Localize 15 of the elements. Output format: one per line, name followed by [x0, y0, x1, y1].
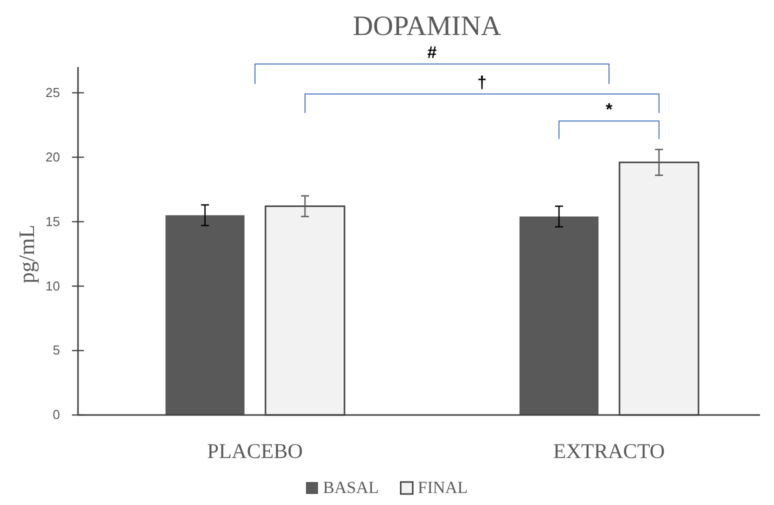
- text: #: [427, 43, 438, 62]
- y-tick-label: 20: [46, 149, 60, 164]
- annotation: *: [606, 100, 613, 119]
- legend-label: FINAL: [418, 478, 468, 497]
- chart-title: DOPAMINA: [352, 11, 502, 42]
- y-tick-label: 0: [52, 407, 60, 422]
- x-tick-label: EXTRACTO: [553, 438, 665, 463]
- annotation: †: [477, 73, 487, 92]
- y-tick-label: 15: [46, 214, 60, 229]
- y-axis-title: pg/mL: [14, 224, 39, 284]
- y-tick-label: 25: [46, 84, 60, 100]
- legend-label: BASAL: [323, 478, 379, 497]
- x-tick-label: PLACEBO: [207, 438, 303, 463]
- y-tick-label: 5: [52, 342, 60, 358]
- y-tick-label: 10: [46, 278, 60, 294]
